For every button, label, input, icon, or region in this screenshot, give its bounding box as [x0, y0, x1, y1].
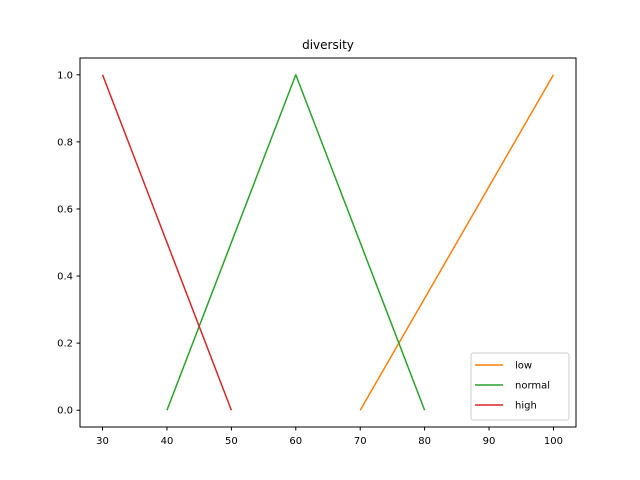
x-tick-label: 60 [289, 436, 302, 447]
y-tick-label: 0.6 [57, 204, 73, 215]
y-tick-label: 0.2 [57, 339, 73, 350]
legend-label-low: low [515, 361, 532, 372]
x-tick-label: 90 [483, 436, 496, 447]
series-line-high [101, 74, 233, 411]
plot-lines [101, 74, 555, 411]
x-tick-label: 80 [418, 436, 431, 447]
y-tick-label: 0.0 [57, 406, 73, 417]
plot-frame [79, 57, 577, 428]
y-axis: 0.0 0.2 0.4 0.6 0.8 1.0 [57, 70, 80, 417]
x-tick-label: 70 [354, 436, 367, 447]
x-tick-label: 50 [225, 436, 238, 447]
x-tick-label: 100 [544, 436, 563, 447]
legend-box [470, 352, 570, 421]
y-tick-label: 0.4 [57, 272, 73, 283]
chart-title: diversity [302, 38, 354, 52]
x-tick-label: 30 [96, 436, 109, 447]
x-axis: 30 40 50 60 70 80 90 100 [96, 427, 563, 447]
series-line-normal [166, 74, 426, 411]
legend-label-normal: normal [515, 381, 550, 392]
legend-label-high: high [515, 401, 537, 412]
y-tick-label: 1.0 [57, 70, 73, 81]
y-tick-label: 0.8 [57, 137, 73, 148]
x-tick-label: 40 [161, 436, 174, 447]
series-line-low [359, 74, 555, 411]
legend: low normal high [470, 352, 570, 421]
